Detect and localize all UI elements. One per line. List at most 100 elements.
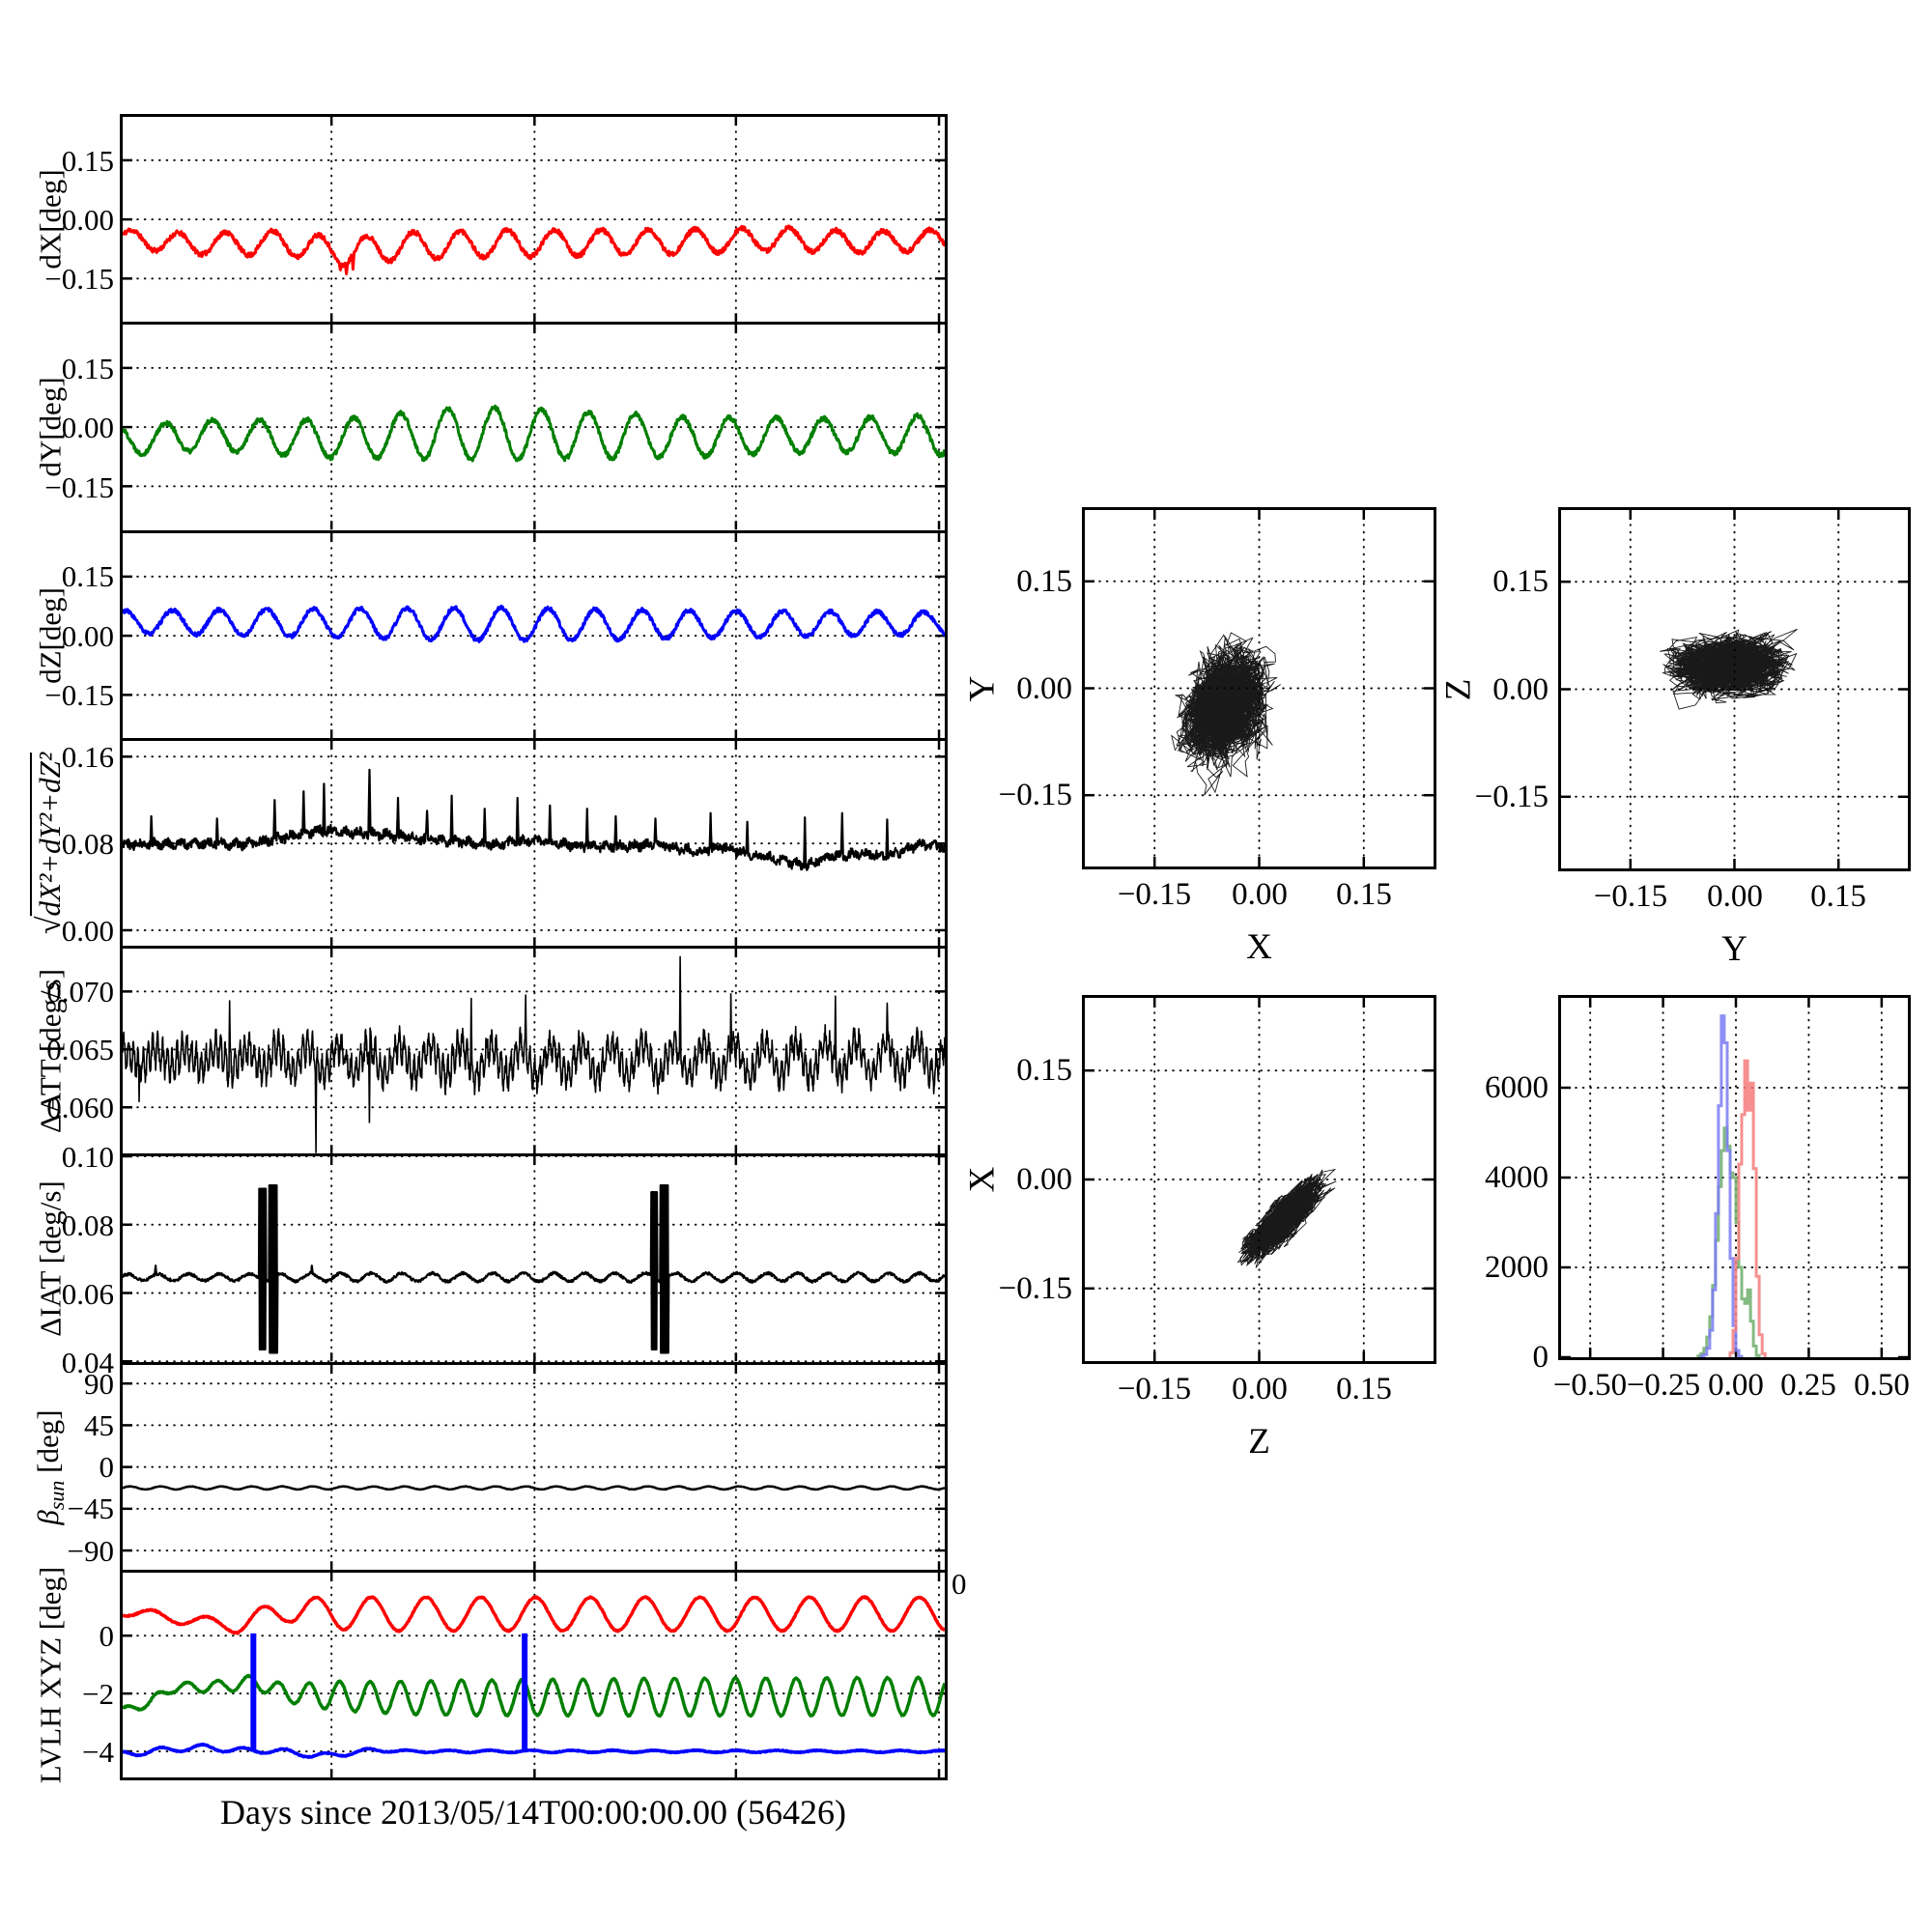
y-tick-label-dx: 0.00 [61,203,114,238]
y-axis-label-lvlh: LVLH XYZ [deg] [33,1566,68,1784]
hist-y-tick: 0 [1532,1340,1549,1375]
scatter-cloud [1660,628,1798,710]
series-line [123,405,945,463]
panel-beta-sun [123,1361,945,1570]
panel-magnitude [123,737,945,946]
scatter-y-tick: 0.15 [1016,564,1072,599]
y-tick-label-diat: 0.04 [61,1345,114,1379]
scatter-y-tick: 0.00 [1016,671,1072,706]
hist-x-tick: 0.00 [1708,1368,1764,1403]
scatter-z-vs-y-plot [1561,510,1908,868]
scatter-ylabel-z-vs-y: Z [1438,678,1479,700]
y-axis-label-magnitude: √dX²+dY²+dZ² [30,752,68,935]
series-line [123,1484,945,1491]
hist-series-red [1728,1059,1767,1357]
scatter-x-tick: 0.15 [1336,1372,1392,1406]
scatter-y-tick: 0.00 [1492,672,1548,707]
series-line [123,768,945,871]
histogram-panel [1558,995,1911,1360]
scatter-x-tick: 0.15 [1810,879,1866,914]
right-axis-zero-label: 0 [952,1567,967,1601]
y-tick-label-dx: −0.15 [44,262,114,297]
scatter-y-tick: 0.15 [1492,564,1548,599]
y-tick-label-magnitude: 0.08 [61,826,114,861]
hist-x-tick: −0.50 [1552,1368,1628,1403]
y-axis-label-dy: dY[deg] [33,377,68,477]
series-line [123,1742,945,1759]
y-tick-label-beta-sun: 45 [84,1407,114,1442]
y-tick-label-diat: 0.08 [61,1208,114,1242]
panel-datt [123,946,945,1154]
y-tick-label-beta-sun: −45 [67,1492,114,1526]
y-tick-label-dz: 0.00 [61,618,114,653]
scatter-z-vs-y [1558,507,1911,871]
panel-lvlh [123,1569,945,1777]
scatter-x-tick: −0.15 [1593,879,1668,914]
scatter-x-tick: 0.15 [1336,877,1392,912]
y-tick-label-dz: 0.15 [61,559,114,594]
scatter-y-tick: 0.15 [1016,1053,1072,1088]
y-tick-label-lvlh: −4 [82,1734,114,1769]
hist-y-tick: 4000 [1485,1160,1548,1195]
scatter-xlabel-z-vs-y: Y [1721,929,1747,969]
panel-dx [123,117,945,323]
scatter-x-tick: 0.00 [1232,1372,1288,1406]
panel-dy [123,322,945,530]
scatter-x-tick: 0.00 [1232,877,1288,912]
plot-lvlh [123,1572,945,1777]
sqrt-radicand: dX²+dY²+dZ² [30,752,67,917]
scatter-cloud [1171,632,1281,796]
x-axis-label: Days since 2013/05/14T00:00:00.00 (56426… [220,1793,846,1832]
series-line [123,1184,945,1354]
series-line [123,1673,945,1719]
time-series-stack [120,114,948,1780]
hist-y-tick: 2000 [1485,1250,1548,1285]
scatter-x-tick: 0.00 [1707,879,1763,914]
scatter-xlabel-x-vs-z: Z [1248,1422,1270,1462]
series-line [123,604,945,643]
scatter-x-vs-z-plot [1085,998,1434,1361]
series-line [123,1595,945,1635]
scatter-y-vs-x [1082,507,1436,869]
y-axis-label-datt: ΔATT [deg/s] [33,968,68,1134]
scatter-cloud [1236,1168,1337,1268]
y-tick-label-dy: −0.15 [44,469,114,504]
beta-label-part: [deg] [31,1409,65,1481]
plot-datt [123,949,945,1154]
scatter-ylabel-y-vs-x: Y [962,675,1003,701]
y-tick-label-dy: 0.15 [61,352,114,386]
plot-dx [123,117,945,323]
scatter-y-tick: −0.15 [998,778,1072,812]
scatter-y-tick: −0.15 [998,1271,1072,1306]
plot-dz [123,532,945,738]
y-tick-label-dx: 0.15 [61,143,114,178]
plot-magnitude [123,740,945,946]
hist-series-green [1696,1126,1761,1357]
beta-label-part: sun [44,1480,69,1511]
scatter-x-tick: −0.15 [1117,1372,1192,1406]
series-line [123,955,945,1153]
y-tick-label-magnitude: 0.16 [61,740,114,774]
hist-x-tick: −0.25 [1626,1368,1701,1403]
series-line [123,224,945,275]
panel-dz [123,529,945,738]
beta-label-part: β [31,1510,65,1525]
y-tick-label-beta-sun: 0 [99,1450,115,1485]
y-tick-label-lvlh: 0 [99,1619,115,1653]
sqrt-radical: √ [32,916,68,935]
y-tick-label-diat: 0.06 [61,1276,114,1311]
scatter-xlabel-y-vs-x: X [1246,927,1272,967]
scatter-ylabel-x-vs-z: X [962,1166,1003,1193]
y-tick-label-magnitude: 0.00 [61,913,114,948]
hist-x-tick: 0.50 [1854,1368,1910,1403]
scatter-x-tick: −0.15 [1117,877,1192,912]
y-tick-label-diat: 0.10 [61,1140,114,1175]
scatter-y-vs-x-plot [1085,510,1434,867]
plot-beta-sun [123,1364,945,1570]
plot-dy [123,325,945,530]
y-tick-label-datt: 0.070 [46,975,114,1009]
y-axis-label-diat: ΔIAT [deg/s] [33,1180,68,1337]
plot-diat [123,1156,945,1362]
y-tick-label-lvlh: −2 [82,1676,114,1711]
